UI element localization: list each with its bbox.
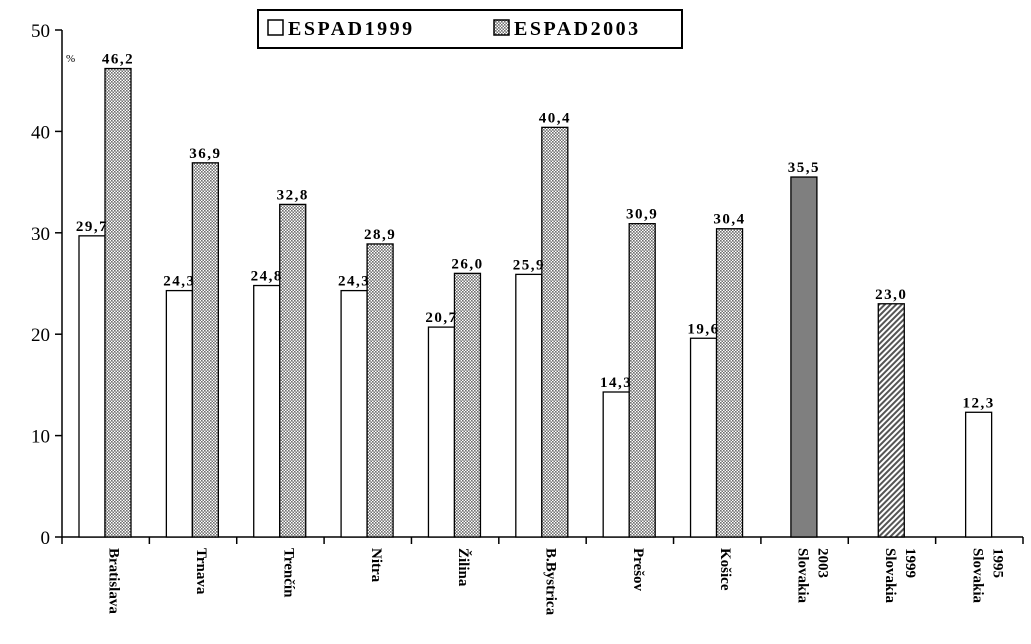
y-tick-label: 10 — [31, 427, 50, 448]
bar-espad1999 — [428, 327, 454, 537]
data-label: 30,9 — [626, 207, 658, 223]
category-label: Bratislava — [106, 548, 122, 614]
category-label-text: Slovakia — [969, 548, 985, 604]
category-label-text: Trenčín — [280, 548, 296, 598]
data-label: 12,3 — [963, 395, 995, 411]
bar-espad1999 — [254, 286, 280, 537]
x-axis — [62, 537, 1023, 544]
y-tick-label: 50 — [31, 21, 50, 42]
category-label-text: 1995 — [989, 548, 1005, 578]
bar-espad1999 — [603, 392, 629, 537]
data-label: 25,9 — [513, 257, 545, 273]
bar-espad2003 — [629, 224, 655, 537]
bar-espad2003 — [280, 204, 306, 537]
bar-total — [791, 177, 817, 537]
bars — [79, 69, 992, 537]
category-label-text: Bratislava — [106, 548, 122, 614]
legend-swatch-espad2003 — [494, 20, 509, 35]
data-label: 14,3 — [600, 375, 632, 391]
category-label: Trnava — [193, 548, 209, 595]
y-tick-label: 20 — [31, 325, 50, 346]
bar-espad1999 — [341, 291, 367, 537]
bar-espad1999 — [691, 338, 717, 537]
y-tick-label: 30 — [31, 224, 50, 245]
data-label: 23,0 — [875, 287, 907, 303]
data-label: 28,9 — [364, 227, 396, 243]
data-label: 36,9 — [189, 146, 221, 162]
category-label-text: Košice — [717, 548, 733, 591]
bar-total — [878, 304, 904, 537]
data-label: 19,6 — [687, 321, 719, 337]
data-label: 20,7 — [425, 310, 457, 326]
category-label: Slovakia 1999 — [882, 548, 918, 604]
category-label-text: Trnava — [193, 548, 209, 595]
category-label: Slovakia 1995 — [969, 548, 1005, 604]
bar-espad2003 — [367, 244, 393, 537]
bar-espad1999 — [166, 291, 192, 537]
category-label: Žilina — [455, 548, 472, 587]
category-labels: Bratislava Trnava Trenčín Nitra Žilina B.Byst… — [106, 548, 1006, 616]
unit-label: % — [66, 53, 75, 65]
data-label: 40,4 — [539, 110, 571, 126]
legend-label-espad1999: ESPAD1999 — [288, 18, 415, 40]
category-label: Trenčín — [280, 548, 296, 598]
data-label: 35,5 — [788, 160, 820, 176]
y-axis: 0 10 20 30 40 50 — [31, 21, 62, 549]
data-label: 29,7 — [76, 219, 108, 235]
data-label: 24,3 — [163, 274, 195, 290]
y-tick-label: 40 — [31, 122, 50, 143]
category-label-text: 1999 — [902, 548, 918, 578]
data-label: 32,8 — [277, 187, 309, 203]
legend: ESPAD1999 ESPAD2003 — [258, 10, 682, 48]
bar-espad2003 — [454, 273, 480, 537]
bar-total — [966, 412, 992, 537]
category-label-text: Slovakia — [795, 548, 811, 604]
category-label-text: Žilina — [455, 548, 472, 587]
bar-espad2003 — [542, 127, 568, 537]
category-label: Prešov — [630, 548, 646, 592]
data-label: 26,0 — [451, 256, 483, 272]
data-label: 30,4 — [713, 212, 745, 228]
category-label: Nitra — [368, 548, 384, 583]
category-label: Košice — [717, 548, 733, 591]
category-label: B.Bystrica — [543, 548, 559, 616]
category-label: Slovakia 2003 — [795, 548, 831, 604]
category-label-text: Slovakia — [882, 548, 898, 604]
bar-espad2003 — [717, 229, 743, 537]
data-label: 24,8 — [251, 269, 283, 285]
bar-espad1999 — [516, 274, 542, 537]
legend-label-espad2003: ESPAD2003 — [514, 18, 641, 40]
data-label: 24,3 — [338, 274, 370, 290]
bar-espad2003 — [192, 163, 218, 537]
category-label-text: Nitra — [368, 548, 384, 583]
category-label-text: Prešov — [630, 548, 646, 592]
bar-espad2003 — [105, 69, 131, 537]
legend-swatch-espad1999 — [268, 20, 283, 35]
category-label-text: B.Bystrica — [543, 548, 559, 616]
data-label: 46,2 — [102, 52, 134, 68]
category-label-text: 2003 — [815, 548, 831, 578]
y-tick-label: 0 — [41, 528, 51, 549]
bar-espad1999 — [79, 236, 105, 537]
